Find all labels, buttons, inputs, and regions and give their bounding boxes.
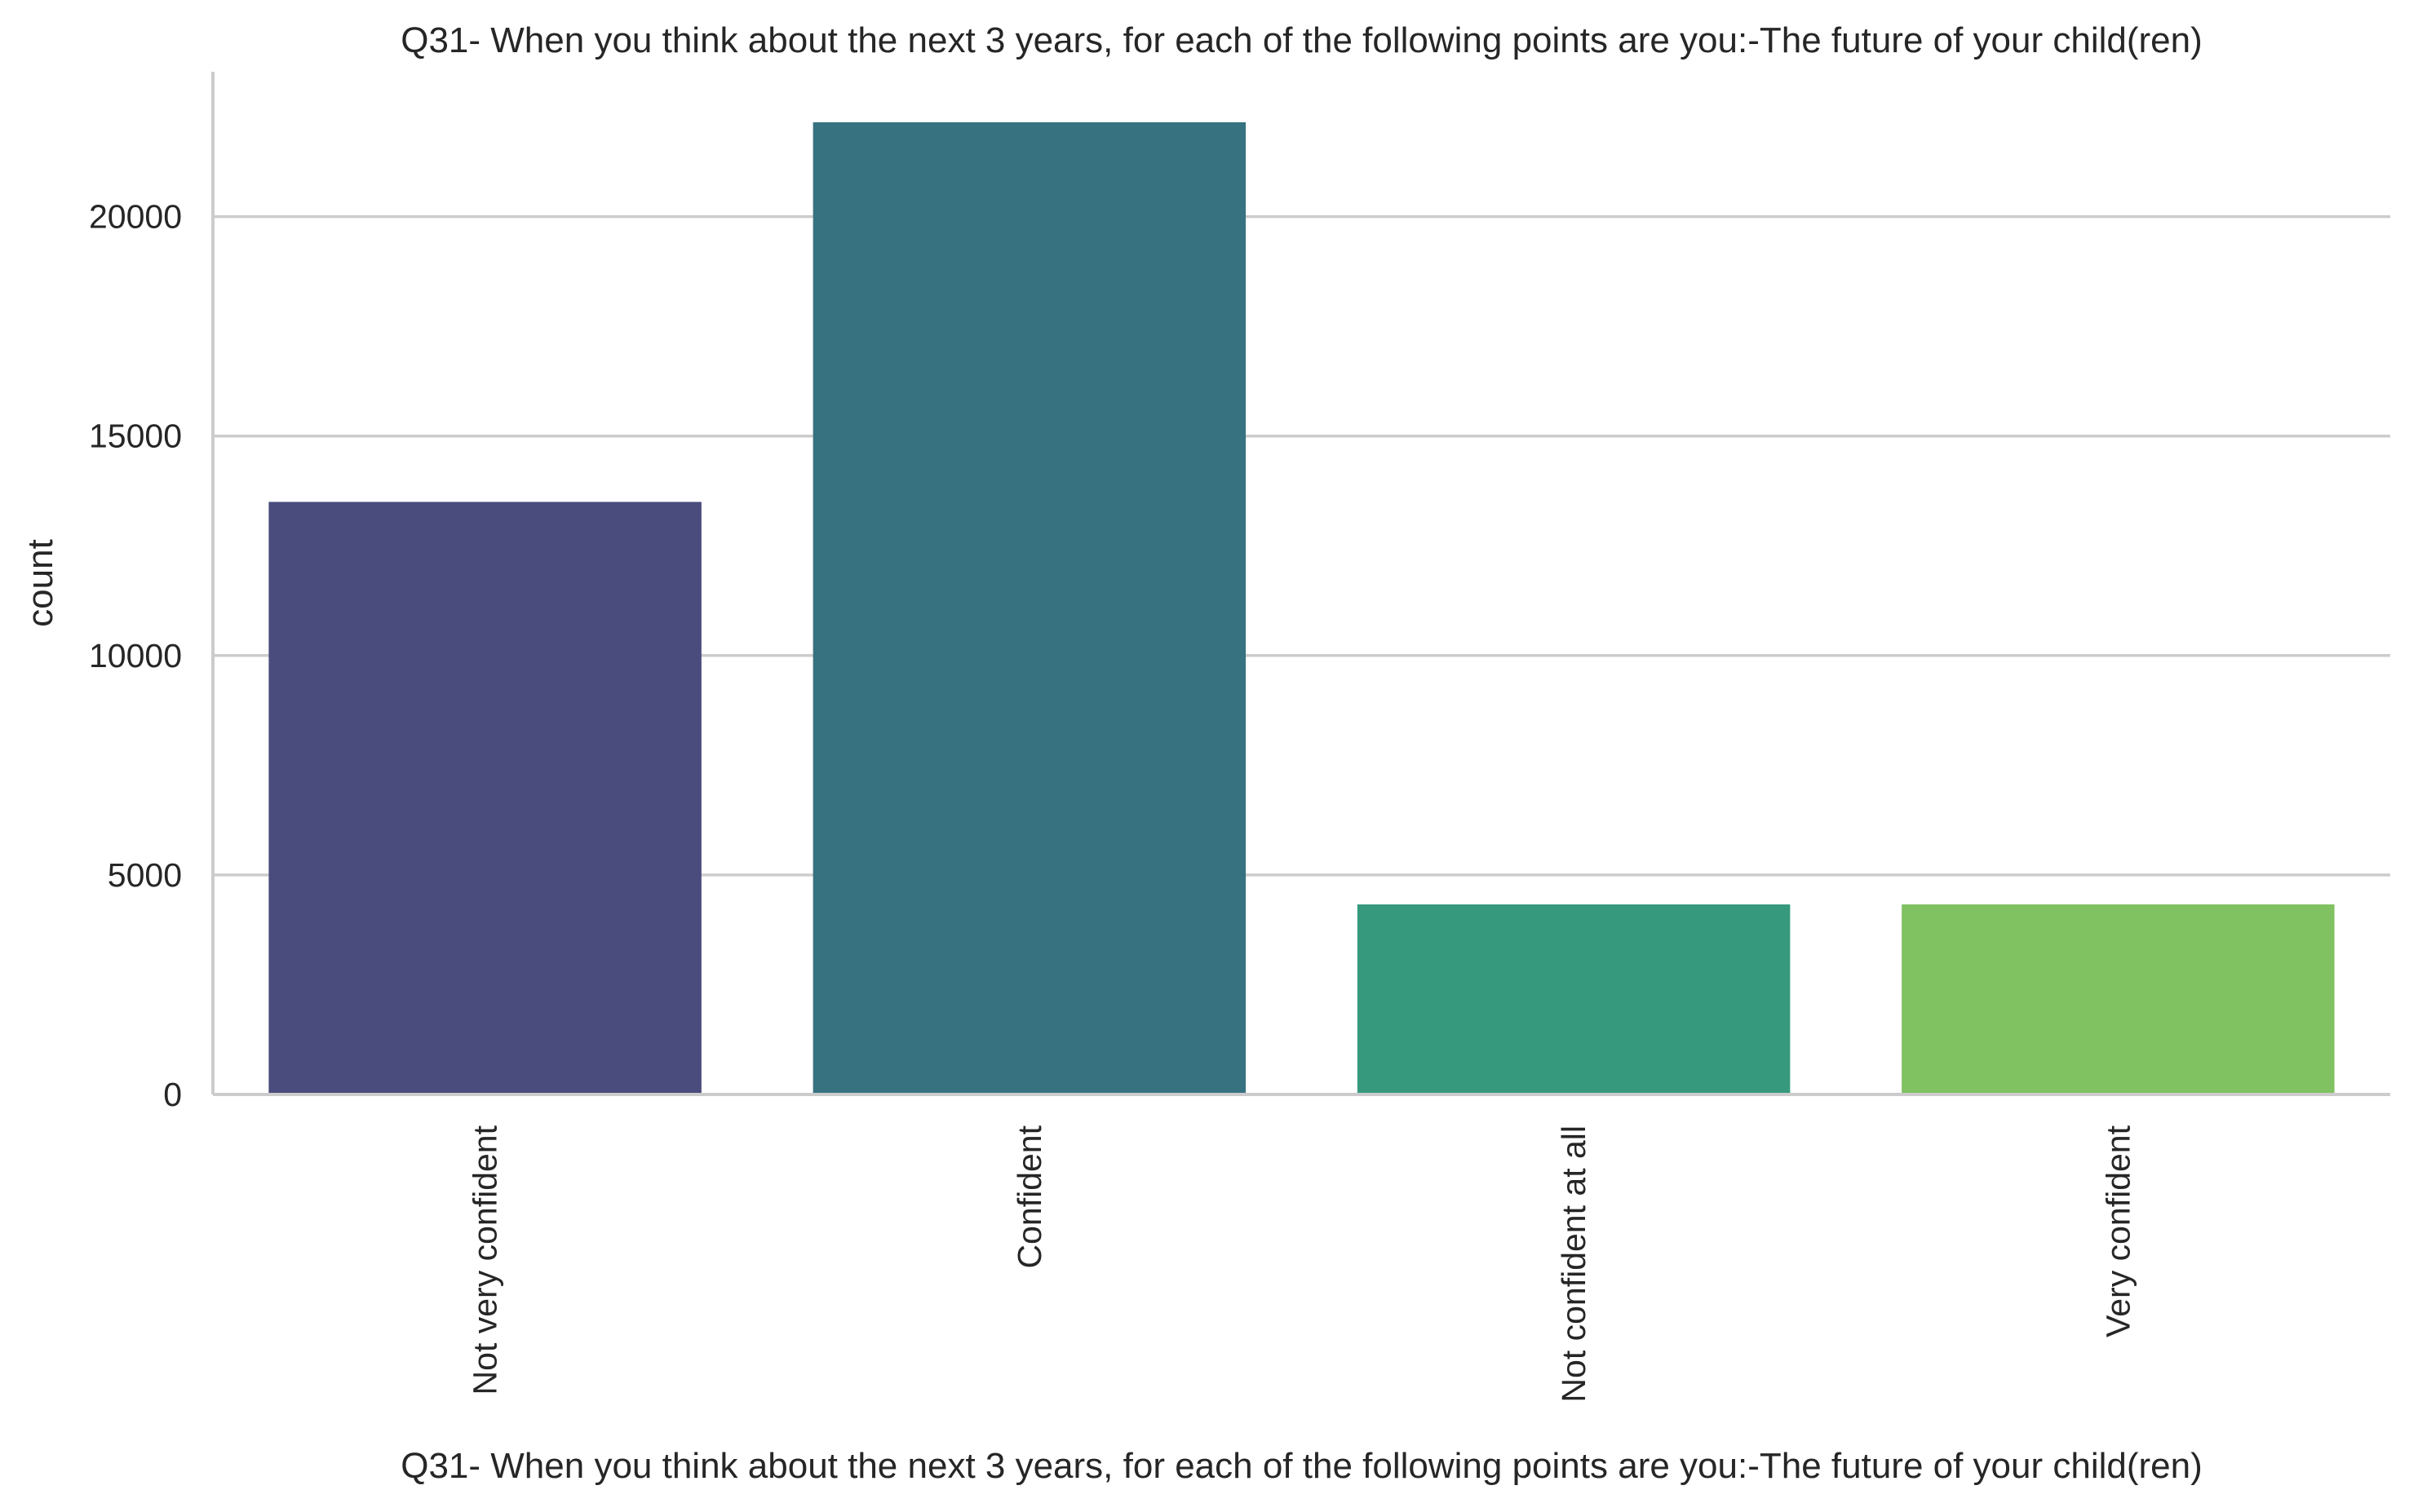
bar — [1902, 904, 2335, 1094]
x-axis-label: Q31- When you think about the next 3 yea… — [401, 1446, 2203, 1486]
y-tick-label: 10000 — [89, 637, 182, 674]
bar — [1357, 904, 1791, 1094]
x-tick-label: Very confident — [2099, 1125, 2137, 1337]
x-tick-label: Not very confident — [467, 1125, 504, 1395]
chart-title: Q31- When you think about the next 3 yea… — [401, 20, 2203, 60]
x-tick-labels: Not very confident Confident Not confident… — [467, 1125, 2137, 1402]
bar — [268, 502, 702, 1094]
y-tick-labels: 0 5000 10000 15000 20000 — [89, 198, 182, 1113]
y-tick-label: 5000 — [108, 856, 182, 894]
bar — [813, 122, 1247, 1094]
axes — [211, 72, 2390, 1096]
x-tick-label: Confident — [1011, 1125, 1048, 1268]
x-tick-label: Not confident at all — [1555, 1125, 1592, 1403]
y-tick-label: 20000 — [89, 198, 182, 236]
bars — [268, 122, 2335, 1094]
y-tick-label: 15000 — [89, 418, 182, 455]
y-axis-label: count — [20, 539, 60, 627]
y-tick-label: 0 — [163, 1076, 182, 1113]
